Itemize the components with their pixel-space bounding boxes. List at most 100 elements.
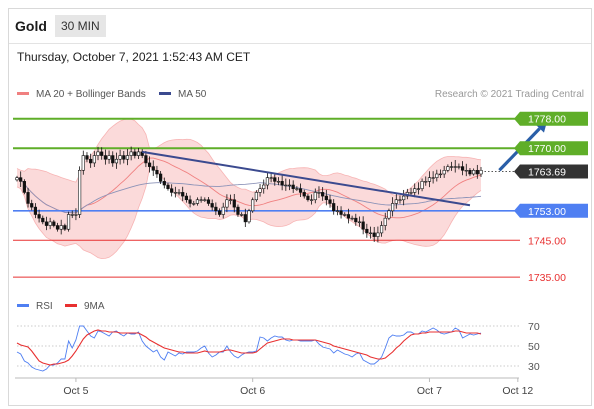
x-tick-label: Oct 6 [240, 385, 265, 397]
candle-body [332, 203, 336, 212]
candle-body [166, 184, 170, 190]
candle-body [350, 217, 354, 220]
candle-body [431, 177, 435, 179]
candle-body [100, 151, 104, 156]
candle-body [328, 199, 332, 204]
candle-body [416, 188, 420, 190]
legend-label-ma50: MA 50 [178, 89, 207, 100]
candle-body [343, 214, 347, 216]
series-line-rsi [16, 325, 482, 372]
candle-body [287, 184, 292, 187]
x-tick-label: Oct 7 [417, 385, 442, 397]
candle-body [147, 162, 152, 167]
candle-body [129, 151, 133, 156]
chart-header: Gold 30 MIN [9, 9, 591, 44]
candle-body [372, 232, 376, 237]
candle-body [52, 221, 56, 226]
candle-body [335, 210, 339, 212]
candle-body [302, 192, 306, 197]
candle-body [173, 192, 177, 194]
candle-body [133, 151, 137, 156]
candle-body [273, 177, 277, 182]
candle-body [291, 184, 295, 190]
bollinger-band-area [17, 118, 481, 259]
candle-body [427, 177, 432, 182]
interval-badge[interactable]: 30 MIN [55, 15, 106, 37]
candle-body [251, 199, 255, 212]
candle-body [295, 188, 299, 190]
rsi-tick-70: 70 [528, 321, 540, 333]
time-axis: Oct 5 Oct 6 Oct 7 Oct 12 [15, 377, 533, 397]
level-label-box-1778-00 [514, 111, 588, 126]
candle-body [313, 192, 317, 201]
candle-body [210, 203, 214, 208]
rsi-panel: 70 50 30 [16, 321, 540, 373]
candle-body [354, 217, 358, 223]
candle-body [144, 155, 148, 164]
candle-body [435, 173, 439, 178]
rsi-tick-30: 30 [528, 361, 540, 373]
candle-body [280, 181, 284, 186]
candle-body [125, 155, 130, 160]
candle-body [446, 166, 450, 171]
candle-body [170, 188, 174, 193]
candle-body [391, 203, 395, 212]
candle-body [398, 199, 402, 201]
level-label-box-1763-69 [514, 164, 588, 179]
candle-body [136, 151, 141, 156]
candle-body [468, 169, 472, 175]
candle-body [324, 195, 328, 201]
candle-body [361, 221, 365, 230]
candle-body [22, 181, 26, 193]
candle-body [92, 155, 96, 164]
candle-body [453, 166, 457, 168]
candle-body [394, 199, 398, 204]
candle-body [206, 199, 211, 204]
candle-body [70, 214, 74, 216]
candle-body [48, 221, 52, 226]
level-lines-layer [13, 117, 520, 278]
candle-body [30, 203, 34, 208]
candle-body [232, 199, 236, 208]
level-label-box-1770-00 [514, 141, 588, 156]
candle-body [379, 225, 384, 234]
candle-body [321, 192, 325, 197]
candle-body [162, 181, 166, 186]
candle-body [464, 169, 468, 172]
candle-body [122, 155, 126, 160]
candle-body [243, 214, 247, 223]
candle-body [33, 206, 38, 215]
candle-body [254, 192, 258, 201]
candle-body [159, 173, 163, 182]
level-label-1745-00: 1745.00 [528, 235, 566, 247]
candles-layer [15, 146, 483, 243]
candle-body [460, 166, 465, 171]
candle-body [265, 177, 270, 186]
candle-body [44, 221, 49, 226]
candle-body [203, 199, 207, 201]
candle-body [96, 151, 100, 156]
candle-body [383, 217, 387, 226]
legend-label-bollinger: MA 20 + Bollinger Bands [36, 89, 146, 100]
candle-body [449, 166, 454, 168]
level-label-1778-00: 1778.00 [528, 114, 566, 126]
candle-body [184, 195, 188, 201]
legend-swatch-rsi [17, 304, 29, 307]
candle-body [74, 214, 78, 216]
candle-body [85, 155, 89, 160]
candle-body [240, 214, 244, 216]
candle-body [413, 188, 417, 193]
candle-body [376, 232, 380, 237]
candle-body [214, 206, 218, 212]
candle-body [195, 199, 200, 204]
candle-body [357, 221, 362, 223]
x-tick-label: Oct 12 [502, 385, 533, 397]
candle-body [475, 169, 479, 175]
chart-credit: Research © 2021 Trading Central [435, 89, 584, 100]
candle-body [225, 199, 229, 208]
candle-body [236, 206, 240, 215]
candle-body [339, 210, 343, 215]
candle-body [346, 214, 351, 219]
candle-body [438, 173, 443, 176]
